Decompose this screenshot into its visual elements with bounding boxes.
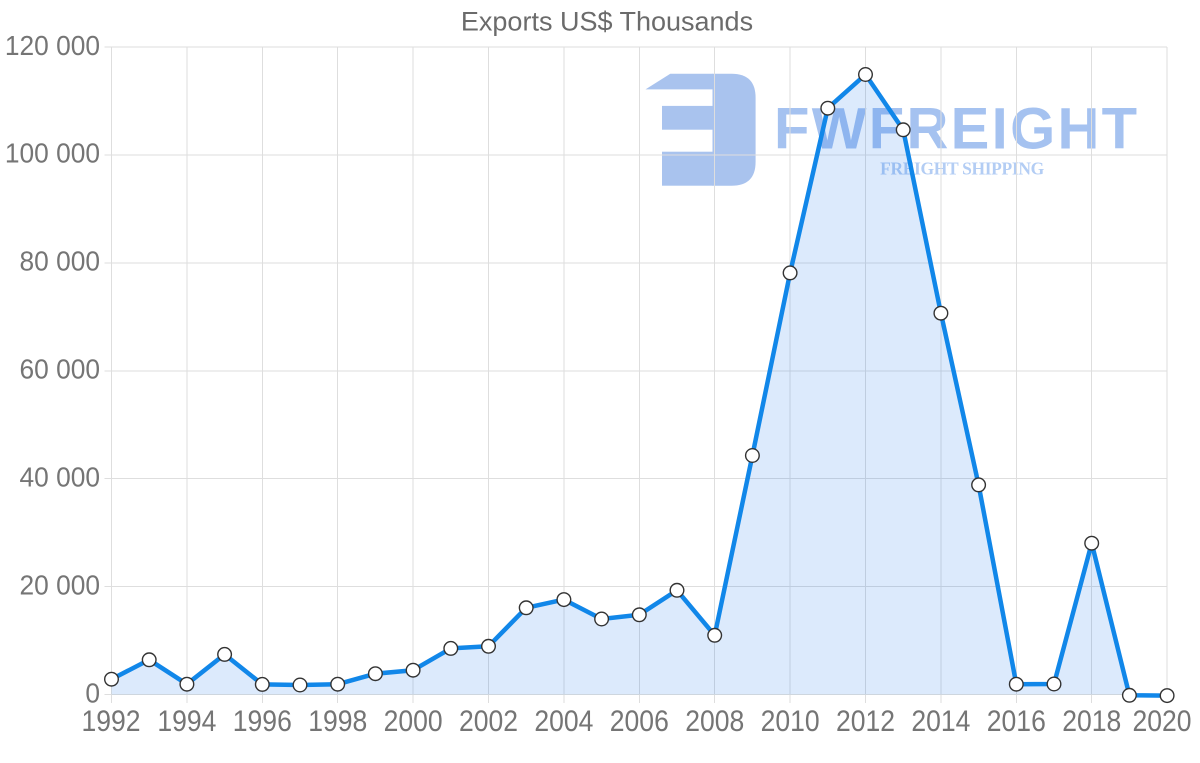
svg-text:100 000: 100 000 (5, 137, 100, 169)
svg-text:2018: 2018 (1062, 705, 1121, 739)
svg-text:2020: 2020 (1132, 705, 1191, 739)
svg-text:2012: 2012 (836, 705, 895, 739)
svg-text:2006: 2006 (610, 705, 669, 739)
svg-text:2004: 2004 (534, 705, 593, 739)
svg-text:1994: 1994 (157, 705, 216, 739)
svg-text:2014: 2014 (911, 705, 970, 739)
svg-text:0: 0 (85, 677, 100, 709)
svg-text:1992: 1992 (81, 705, 140, 739)
svg-text:20 000: 20 000 (20, 569, 100, 601)
svg-text:80 000: 80 000 (20, 245, 100, 277)
svg-text:40 000: 40 000 (20, 461, 100, 493)
svg-text:60 000: 60 000 (20, 353, 100, 385)
svg-text:2016: 2016 (987, 705, 1046, 739)
svg-text:120 000: 120 000 (5, 29, 100, 61)
svg-text:Exports US$ Thousands: Exports US$ Thousands (461, 7, 753, 37)
svg-text:FREIGHT SHIPPING: FREIGHT SHIPPING (880, 158, 1044, 178)
svg-text:1998: 1998 (308, 705, 367, 739)
svg-text:2000: 2000 (384, 705, 443, 739)
svg-text:2010: 2010 (761, 705, 820, 739)
svg-text:1996: 1996 (233, 705, 292, 739)
svg-text:2008: 2008 (685, 705, 744, 739)
svg-text:2002: 2002 (459, 705, 518, 739)
